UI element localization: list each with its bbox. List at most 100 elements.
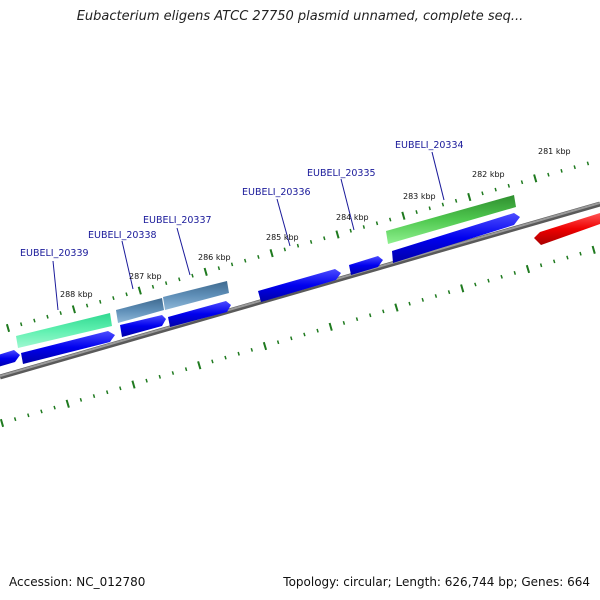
major-tick <box>0 418 5 428</box>
major-tick <box>203 267 208 276</box>
gene-bar-eubeli-20338[interactable] <box>116 298 164 323</box>
genome-summary-text: Topology: circular; Length: 626,744 bp; … <box>283 575 590 589</box>
minor-tick <box>59 311 62 316</box>
cds-feature[interactable] <box>349 256 383 275</box>
minor-tick <box>40 409 43 414</box>
minor-tick <box>178 277 181 282</box>
minor-tick <box>362 225 366 229</box>
minor-tick <box>99 299 102 304</box>
minor-tick <box>119 386 122 391</box>
minor-tick <box>388 217 392 222</box>
major-tick <box>131 380 136 389</box>
cds-feature[interactable] <box>0 350 20 367</box>
major-tick <box>269 249 274 258</box>
minor-tick <box>342 320 346 325</box>
minor-tick <box>566 255 569 260</box>
major-tick <box>591 245 596 254</box>
minor-tick <box>112 296 115 301</box>
minor-tick <box>243 258 247 263</box>
minor-tick <box>184 367 188 372</box>
tick-label: 283 kbp <box>403 192 436 201</box>
minor-tick <box>19 322 23 327</box>
cds-feature[interactable] <box>21 331 115 364</box>
gene-labels: EUBELI_20334 EUBELI_20335 EUBELI_20336 E… <box>20 140 464 259</box>
minor-tick <box>125 292 128 297</box>
minor-tick <box>539 263 543 268</box>
minor-tick <box>296 243 300 248</box>
major-tick <box>533 174 538 183</box>
major-tick <box>65 399 70 408</box>
inner-tick-track <box>0 245 596 428</box>
cds-features <box>0 213 600 367</box>
gene-label[interactable]: EUBELI_20335 <box>307 168 376 179</box>
gene-bar-eubeli-20339[interactable] <box>16 313 112 348</box>
minor-tick <box>230 262 234 267</box>
gene-label[interactable]: EUBELI_20339 <box>20 248 89 259</box>
gene-label[interactable]: EUBELI_20338 <box>88 230 157 241</box>
minor-tick <box>303 332 306 337</box>
minor-tick <box>46 314 49 319</box>
minor-tick <box>171 371 175 375</box>
gene-bar-eubeli-20337[interactable] <box>163 281 229 310</box>
minor-tick <box>145 378 148 383</box>
minor-tick <box>520 180 524 185</box>
outer-tick-track <box>5 161 590 333</box>
minor-tick <box>276 340 280 345</box>
minor-tick <box>547 172 550 177</box>
map-title: Eubacterium eligens ATCC 27750 plasmid u… <box>76 9 524 24</box>
minor-tick <box>283 247 287 252</box>
tick-labels: 281 kbp 282 kbp 283 kbp 284 kbp 285 kbp … <box>60 147 571 299</box>
gene-features <box>16 195 516 348</box>
minor-tick <box>507 183 511 188</box>
minor-tick <box>85 303 89 308</box>
minor-tick <box>53 405 56 410</box>
minor-tick <box>217 266 221 271</box>
minor-tick <box>368 313 372 318</box>
tick-label: 286 kbp <box>198 253 231 262</box>
gene-label[interactable]: EUBELI_20336 <box>242 187 311 198</box>
minor-tick <box>560 169 563 173</box>
minor-tick <box>415 210 418 215</box>
minor-tick <box>105 390 109 395</box>
minor-tick <box>349 228 352 233</box>
tick-label: 285 kbp <box>266 233 299 242</box>
gene-label[interactable]: EUBELI_20334 <box>395 140 464 151</box>
major-tick <box>525 264 531 274</box>
minor-tick <box>552 259 556 264</box>
major-tick <box>460 284 465 293</box>
minor-tick <box>573 165 576 170</box>
minor-tick <box>257 254 260 259</box>
minor-tick <box>27 413 30 418</box>
minor-tick <box>434 294 438 298</box>
minor-tick <box>224 355 227 360</box>
minor-tick <box>237 351 240 356</box>
minor-tick <box>92 394 96 399</box>
minor-tick <box>158 374 162 379</box>
gene-bar-eubeli-20334[interactable] <box>386 195 516 244</box>
minor-tick <box>494 187 497 192</box>
tick-label: 284 kbp <box>336 213 369 222</box>
cds-feature[interactable] <box>168 301 231 327</box>
minor-tick <box>500 274 503 279</box>
minor-tick <box>513 270 517 275</box>
major-tick <box>467 192 472 202</box>
tick-label: 287 kbp <box>129 272 162 281</box>
minor-tick <box>355 317 359 322</box>
minor-tick <box>579 251 582 256</box>
cds-feature-end[interactable] <box>534 213 600 245</box>
gene-label[interactable]: EUBELI_20337 <box>143 215 212 226</box>
cds-feature[interactable] <box>258 269 341 302</box>
minor-tick <box>382 309 385 314</box>
minor-tick <box>487 278 490 283</box>
label-leaders <box>52 151 445 311</box>
cds-feature[interactable] <box>120 315 166 337</box>
minor-tick <box>33 318 36 323</box>
minor-tick <box>211 359 214 364</box>
accession-text: Accession: NC_012780 <box>9 575 146 589</box>
minor-tick <box>408 301 411 306</box>
minor-tick <box>290 336 293 341</box>
minor-tick <box>421 297 425 302</box>
cds-feature[interactable] <box>392 213 520 263</box>
minor-tick <box>586 161 590 166</box>
